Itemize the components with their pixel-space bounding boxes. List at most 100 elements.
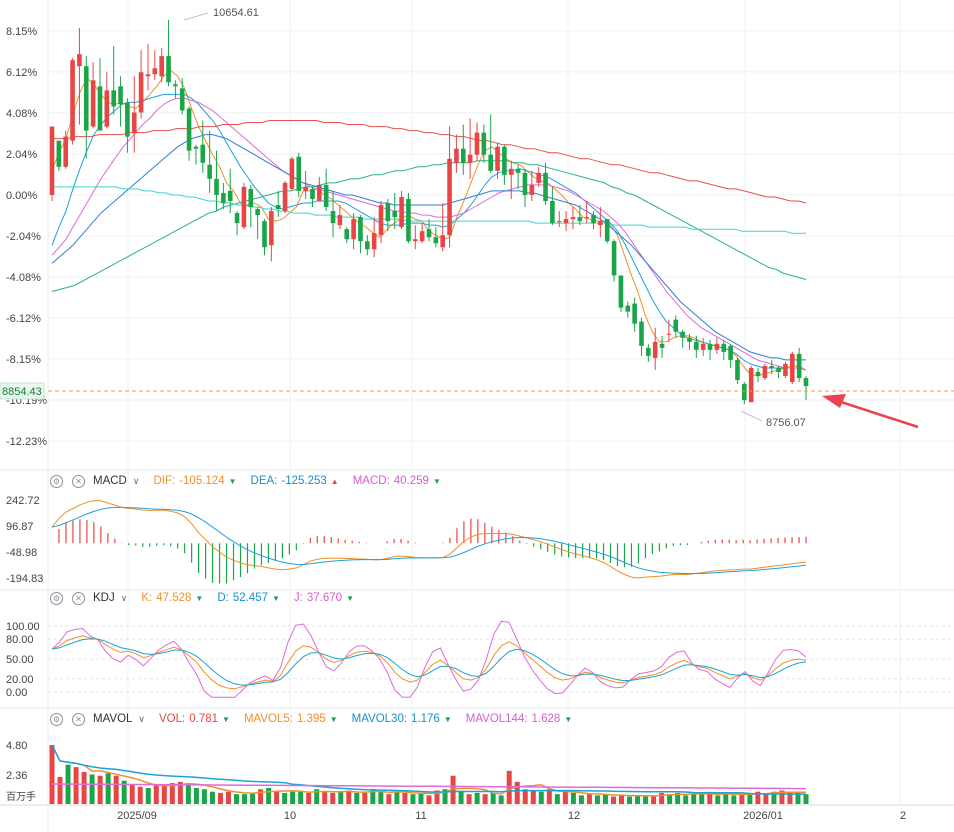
volume-bar bbox=[426, 795, 432, 804]
vol-label: VOL: bbox=[159, 713, 186, 725]
volume-bar bbox=[121, 780, 127, 804]
candle-body bbox=[694, 341, 699, 350]
volume-bar bbox=[763, 794, 769, 804]
candle bbox=[474, 122, 480, 161]
candle bbox=[584, 200, 589, 224]
chevron-down-icon[interactable]: ∨ bbox=[120, 592, 128, 603]
volume-bar bbox=[522, 789, 528, 804]
volume-bar bbox=[394, 791, 400, 804]
candle bbox=[173, 80, 178, 99]
candle-body bbox=[275, 205, 281, 210]
candle bbox=[495, 142, 500, 179]
close-icon[interactable]: ✕ bbox=[72, 591, 85, 605]
candle-body bbox=[529, 184, 535, 195]
chevron-down-icon[interactable]: ∨ bbox=[132, 475, 140, 486]
mavol30-line bbox=[51, 744, 807, 795]
candle-body bbox=[56, 140, 62, 167]
volume-bar bbox=[217, 792, 223, 804]
candle bbox=[262, 219, 267, 256]
candle bbox=[639, 317, 644, 356]
settings-icon[interactable]: ⚙ bbox=[50, 591, 63, 605]
candle bbox=[700, 337, 706, 356]
candle bbox=[97, 58, 103, 131]
j-label: J: bbox=[293, 592, 303, 604]
chevron-down-icon[interactable]: ∨ bbox=[138, 713, 146, 724]
volume-bar bbox=[554, 794, 560, 804]
candle-body bbox=[467, 154, 473, 163]
candle-body bbox=[303, 186, 308, 191]
y-tick-label: 0.00% bbox=[6, 190, 37, 202]
candle bbox=[632, 297, 637, 332]
candle-body bbox=[227, 190, 233, 201]
candle-body bbox=[426, 229, 432, 238]
candle-body bbox=[255, 209, 260, 216]
candle-body bbox=[789, 353, 795, 383]
volume-bar bbox=[771, 791, 777, 804]
candle bbox=[659, 335, 665, 358]
candle-body bbox=[721, 343, 727, 352]
volume-bar bbox=[787, 792, 793, 804]
volume-bar bbox=[49, 745, 55, 804]
volume-bar bbox=[643, 795, 649, 804]
candle-body bbox=[502, 146, 507, 175]
candle-body bbox=[193, 146, 199, 149]
mavol-indicator-name[interactable]: MAVOL bbox=[93, 713, 133, 725]
down-arrow-icon: ▼ bbox=[432, 476, 441, 486]
volume-bar bbox=[651, 796, 657, 804]
candle-body bbox=[700, 343, 706, 350]
low-label: 8756.07 bbox=[766, 417, 806, 429]
macd-indicator-name[interactable]: MACD bbox=[93, 475, 127, 487]
kdj-indicator-name[interactable]: KDJ bbox=[93, 592, 115, 604]
settings-icon[interactable]: ⚙ bbox=[50, 712, 63, 726]
volume-bar bbox=[370, 789, 376, 804]
volume-bar bbox=[129, 784, 135, 804]
candle-body bbox=[241, 186, 247, 228]
candle bbox=[419, 223, 425, 244]
settings-icon[interactable]: ⚙ bbox=[50, 474, 63, 488]
candle bbox=[543, 162, 548, 206]
down-arrow-icon: ▼ bbox=[329, 714, 338, 724]
volume-bar bbox=[89, 774, 95, 804]
candle-body bbox=[474, 132, 480, 155]
x-tick-label: 12 bbox=[568, 810, 580, 822]
volume-bar bbox=[723, 794, 729, 804]
candle bbox=[317, 176, 322, 201]
d-value: 52.457 bbox=[232, 592, 268, 604]
volume-unit-label: 百万手 bbox=[6, 790, 36, 803]
candle bbox=[323, 168, 329, 212]
candle bbox=[131, 76, 137, 153]
ma-line-ma60 bbox=[51, 160, 807, 292]
y-tick-label: -4.08% bbox=[6, 272, 41, 284]
candle bbox=[728, 343, 733, 368]
candle bbox=[481, 124, 487, 163]
volume-bar bbox=[610, 796, 616, 804]
macd-plot: 242.72 96.87 -48.98 -194.83 bbox=[6, 495, 807, 585]
macd-y-tick: 242.72 bbox=[6, 495, 40, 507]
volume-bar bbox=[105, 773, 111, 804]
candle bbox=[159, 48, 164, 83]
candlestick-series[interactable] bbox=[49, 19, 809, 405]
candle bbox=[90, 62, 96, 129]
dif-line bbox=[51, 500, 807, 579]
volume-bar bbox=[185, 783, 191, 804]
mavol30-value: 1.176 bbox=[411, 713, 440, 725]
x-tick-label: 2 bbox=[900, 810, 906, 822]
candle-body bbox=[687, 337, 692, 342]
mavol144-label: MAVOL144: bbox=[465, 713, 528, 725]
close-icon[interactable]: ✕ bbox=[72, 712, 85, 726]
candle-body bbox=[166, 56, 171, 83]
candle bbox=[570, 207, 576, 230]
volume-bar bbox=[474, 792, 480, 804]
close-icon[interactable]: ✕ bbox=[72, 474, 85, 488]
candle-body bbox=[783, 363, 788, 377]
volume-bar bbox=[442, 789, 448, 804]
candle bbox=[392, 192, 398, 230]
candle-body bbox=[358, 217, 363, 242]
d-line bbox=[51, 638, 807, 686]
volume-bar bbox=[570, 792, 576, 804]
candle-body bbox=[714, 343, 720, 350]
candle-body bbox=[221, 192, 226, 204]
mavol144-value: 1.628 bbox=[531, 713, 561, 725]
